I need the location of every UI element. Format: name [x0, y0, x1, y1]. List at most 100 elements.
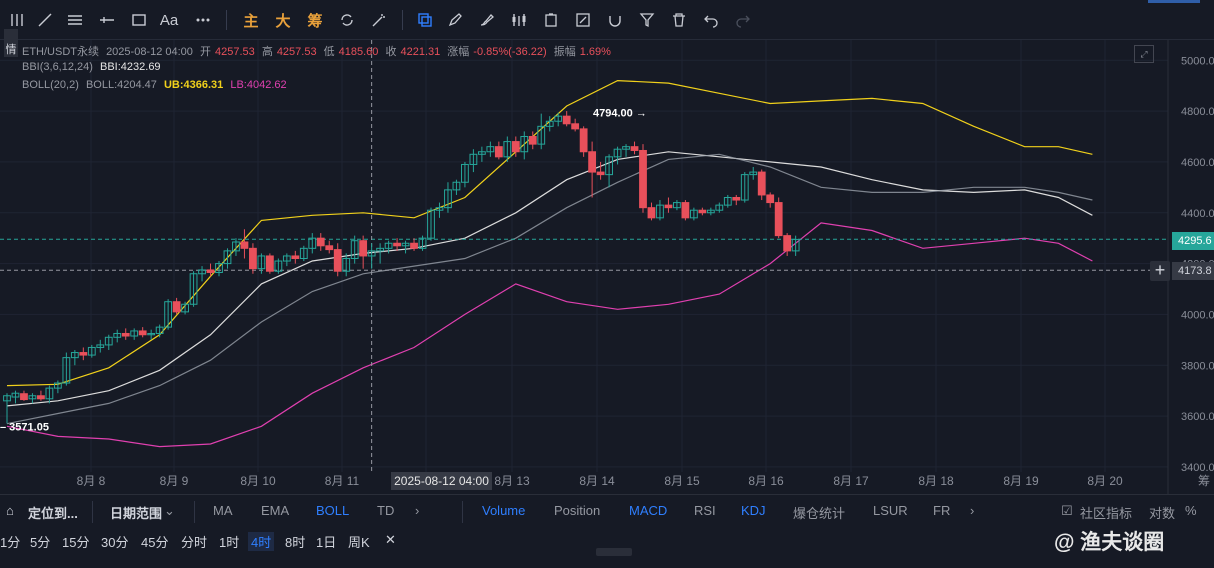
- chevron-down-icon[interactable]: ⌄: [164, 503, 175, 518]
- amplitude-label: 振幅: [553, 46, 576, 58]
- indicator-macd[interactable]: MACD: [629, 503, 668, 518]
- crosshair-price-tag: 4173.8: [1172, 262, 1214, 280]
- candle-body: [469, 153, 478, 165]
- close-icon[interactable]: ✕: [385, 532, 396, 547]
- magic-icon[interactable]: [368, 8, 390, 32]
- close-label: 收: [385, 46, 397, 58]
- interval-1d[interactable]: 1日: [316, 535, 337, 550]
- candle-body: [452, 181, 461, 191]
- brush-icon[interactable]: [476, 8, 498, 32]
- cursor-icon[interactable]: [6, 8, 28, 32]
- community-indicators-button[interactable]: 社区指标: [1080, 506, 1133, 521]
- close-value: 4221.31: [400, 46, 441, 58]
- interval-45m[interactable]: 45分: [141, 535, 169, 550]
- filter-icon[interactable]: [636, 8, 658, 32]
- candle-body: [511, 141, 520, 153]
- bbi-name[interactable]: BBI(3,6,12,24): [22, 61, 93, 73]
- indicator-rsi[interactable]: RSI: [694, 503, 716, 518]
- horizontal-ray-icon[interactable]: [96, 8, 118, 32]
- candle-body: [689, 209, 698, 219]
- indicator-ema[interactable]: EMA: [261, 503, 290, 518]
- x-tick-label: 8月 19: [1003, 474, 1039, 488]
- interval-15m[interactable]: 15分: [62, 535, 90, 550]
- more-icon[interactable]: [192, 8, 214, 32]
- text-tool-button[interactable]: Aa: [159, 11, 179, 29]
- candle-body: [53, 382, 62, 389]
- candle-body: [774, 202, 783, 237]
- indicator-kdj[interactable]: KDJ: [741, 503, 766, 518]
- rectangle-icon[interactable]: [128, 8, 150, 32]
- candles-icon[interactable]: [508, 8, 530, 32]
- candle-body: [749, 171, 758, 176]
- interval-30m[interactable]: 30分: [101, 535, 129, 550]
- candle-body: [410, 242, 418, 249]
- candle-body: [605, 156, 613, 176]
- amplitude-value: 1.69%: [579, 46, 611, 58]
- redo-icon[interactable]: [732, 8, 754, 32]
- interval-1h[interactable]: 1时: [219, 535, 240, 550]
- x-tick-label: 8月 15: [664, 474, 700, 488]
- interval-1m[interactable]: 1分: [0, 535, 21, 550]
- high-label: 高: [261, 46, 273, 58]
- candle-body: [172, 301, 181, 313]
- indicator-volume[interactable]: Volume: [482, 503, 526, 518]
- x-tick-label: 8月 11: [325, 474, 360, 488]
- layers-icon[interactable]: [414, 8, 436, 32]
- interval-timeline[interactable]: 分时: [181, 535, 208, 550]
- candle-body: [393, 242, 401, 247]
- big-order-button[interactable]: 大: [275, 12, 291, 30]
- x-tick-label: 8月 18: [918, 474, 954, 488]
- chip-distribution-button[interactable]: 筹: [307, 12, 323, 30]
- boll-name[interactable]: BOLL(20,2): [22, 79, 79, 91]
- candle-body: [359, 240, 368, 257]
- refresh-icon[interactable]: [336, 8, 358, 32]
- main-force-button[interactable]: 主: [243, 12, 259, 30]
- candle-body: [189, 273, 198, 305]
- candle-body: [740, 174, 749, 201]
- magnet-icon[interactable]: [604, 8, 626, 32]
- log-scale-button[interactable]: 对数: [1149, 506, 1176, 521]
- undo-icon[interactable]: [700, 8, 722, 32]
- candle-body: [274, 260, 283, 272]
- clipboard-icon[interactable]: [540, 8, 562, 32]
- candle-body: [130, 330, 139, 337]
- community-icon[interactable]: ☑: [1061, 503, 1073, 518]
- indicator-td[interactable]: TD: [377, 503, 395, 518]
- fullscreen-icon[interactable]: ⤢: [1134, 45, 1154, 63]
- chevron-right-icon[interactable]: ›: [415, 503, 420, 518]
- trend-line-icon[interactable]: [34, 8, 56, 32]
- chevron-right-icon[interactable]: ›: [970, 503, 975, 518]
- chart-area[interactable]: 3400.003600.003800.004000.004200.004400.…: [0, 29, 1214, 494]
- indicator-boll[interactable]: BOLL: [316, 503, 350, 518]
- interval-4h[interactable]: 4时: [248, 532, 275, 551]
- add-alert-icon[interactable]: +: [1150, 261, 1170, 281]
- horizontal-lines-icon[interactable]: [64, 8, 86, 32]
- candlestick-chart[interactable]: 3400.003600.003800.004000.004200.004400.…: [0, 40, 1214, 494]
- indicator-ma[interactable]: MA: [213, 503, 233, 518]
- pane-resize-handle[interactable]: [596, 548, 632, 556]
- edit-icon[interactable]: [572, 8, 594, 32]
- pencil-icon[interactable]: [444, 8, 466, 32]
- indicator-position[interactable]: Position: [554, 503, 601, 518]
- indicator-lsur[interactable]: LSUR: [873, 503, 908, 518]
- watermark: @ 渔夫谈圈: [1054, 531, 1165, 554]
- x-tick-label: 8月 10: [240, 474, 276, 488]
- boll-line: [6, 151, 1093, 407]
- locate-icon[interactable]: ⌂: [6, 503, 14, 518]
- indicator-fr[interactable]: FR: [933, 503, 951, 518]
- interval-5m[interactable]: 5分: [30, 535, 51, 550]
- percent-scale-button[interactable]: %: [1185, 503, 1197, 518]
- candle-body: [45, 387, 54, 400]
- candle-body: [732, 197, 741, 201]
- candle-body: [384, 242, 393, 249]
- interval-week[interactable]: 周K: [348, 535, 370, 550]
- trash-icon[interactable]: [668, 8, 690, 32]
- x-tick-label: 8月 9: [160, 474, 189, 488]
- date-range-button[interactable]: 日期范围: [110, 506, 163, 521]
- locate-button[interactable]: 定位到...: [28, 506, 78, 521]
- candle-body: [401, 242, 410, 247]
- indicator-liquidation[interactable]: 爆仓统计: [793, 506, 846, 521]
- candle-body: [613, 148, 622, 158]
- interval-8h[interactable]: 8时: [285, 535, 306, 550]
- side-tab[interactable]: 情: [4, 29, 18, 57]
